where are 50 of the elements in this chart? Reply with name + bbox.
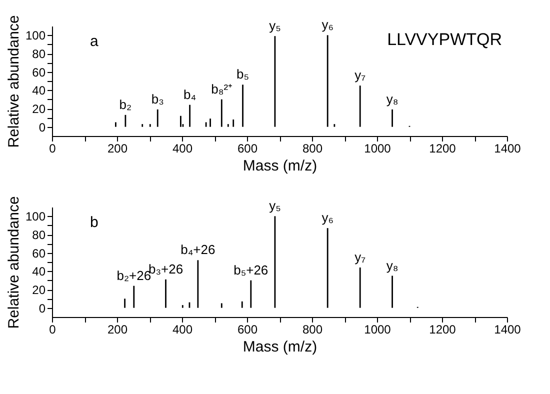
x-tick-label: 600: [237, 322, 258, 336]
annotation: b₅+26: [234, 262, 268, 278]
y-tick-label: 100: [25, 28, 46, 43]
y-tick-label: 40: [32, 84, 46, 98]
y-tick-label: 60: [32, 65, 46, 80]
x-tick-label: 600: [237, 142, 258, 156]
y-tick-label: 80: [32, 228, 46, 242]
y-tick-label: 0: [38, 301, 46, 316]
y-tick-label: 0: [38, 120, 46, 134]
annotation: b₂: [119, 96, 132, 112]
annotation: a: [90, 33, 99, 50]
x-tick-label: 1400: [494, 142, 522, 156]
x-tick-label: 1000: [364, 322, 392, 336]
x-tick-label: 200: [107, 142, 128, 156]
y-tick-label: 80: [32, 47, 46, 61]
x-axis-title: Mass (m/z): [242, 158, 318, 174]
x-tick-label: 800: [302, 142, 323, 156]
x-tick-label: 1400: [494, 322, 522, 336]
annotation: b₈²⁺: [211, 81, 232, 96]
x-tick-label: 400: [172, 322, 193, 336]
annotation: y₇: [354, 250, 366, 264]
x-tick-label: 1000: [364, 142, 392, 156]
y-tick-label: 20: [32, 283, 46, 297]
annotation: y₅: [269, 198, 281, 214]
x-tick-label: 1200: [429, 142, 456, 156]
annotation: b₄+26: [180, 242, 216, 258]
annotation: y₆: [322, 210, 334, 226]
y-tick-label: 40: [32, 264, 46, 279]
annotation: b₄: [184, 86, 196, 102]
x-tick-label: 400: [172, 142, 193, 156]
y-axis-title: Relative abundance: [5, 15, 22, 148]
annotation: y₇: [354, 68, 366, 83]
x-tick-label: 200: [107, 322, 128, 336]
x-tick-label: 800: [302, 322, 323, 336]
annotation: y₈: [386, 91, 398, 106]
annotation: b₃: [151, 91, 164, 106]
x-tick-label: 0: [49, 142, 56, 156]
x-tick-label: 0: [49, 322, 56, 336]
y-tick-label: 100: [25, 210, 46, 224]
annotation: y₅: [269, 18, 281, 34]
x-axis-title: Mass (m/z): [242, 338, 318, 356]
annotation: LLVVYPWTQR: [387, 30, 502, 49]
annotation: b: [90, 214, 98, 231]
annotation: y₈: [386, 258, 398, 273]
x-tick-label: 1200: [429, 322, 456, 336]
y-tick-label: 60: [32, 246, 46, 260]
annotation: b₅: [236, 66, 250, 82]
y-axis-title: Relative abundance: [5, 196, 22, 329]
y-tick-label: 20: [32, 102, 46, 116]
annotation: y₆: [322, 17, 334, 32]
